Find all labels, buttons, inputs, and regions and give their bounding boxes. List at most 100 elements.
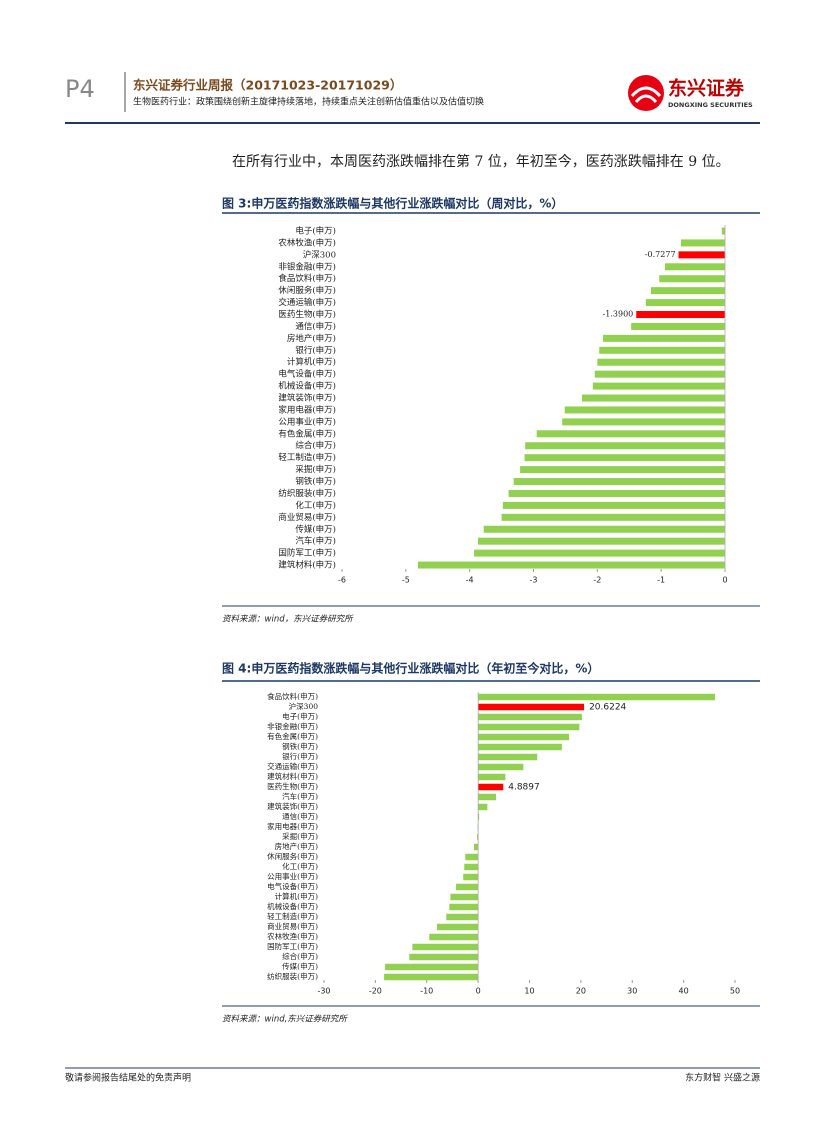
bar — [478, 773, 506, 781]
y-tick-label: 农林牧渔(申万) — [278, 237, 336, 248]
y-tick-label: 轻工制造(申万) — [267, 911, 318, 921]
bar — [524, 454, 725, 462]
y-tick-label: 建筑材料(申万) — [278, 560, 336, 571]
data-label: -1.3900 — [603, 310, 634, 319]
bar — [582, 394, 725, 402]
bar — [478, 733, 570, 741]
bar — [513, 478, 725, 486]
y-tick-label: 通信(申万) — [295, 321, 336, 332]
y-tick-label: 家用电器(申万) — [278, 404, 336, 415]
bar — [478, 813, 480, 821]
y-tick-label: 沪深300 — [303, 249, 336, 260]
y-tick-label: 传媒(申万) — [282, 961, 318, 971]
y-tick-label: 机械设备(申万) — [278, 381, 336, 392]
bar — [478, 743, 562, 751]
bar — [449, 903, 479, 911]
y-tick-label: 沪深300 — [289, 701, 319, 711]
bar — [409, 953, 479, 961]
x-tick-label: -6 — [338, 576, 346, 585]
y-tick-label: 休闲服务(申万) — [267, 851, 318, 861]
chart-title: 图 4:申万医药指数涨跌幅与其他行业涨跌幅对比（年初至今对比，%） — [222, 661, 599, 676]
y-tick-label: 房地产(申万) — [287, 333, 336, 344]
x-tick-label: -3 — [530, 576, 538, 585]
source-note: 资料来源：wind，东兴证券研究所 — [222, 614, 354, 625]
bar — [478, 763, 524, 771]
bar — [650, 287, 725, 295]
y-tick-label: 钢铁(申万) — [295, 476, 336, 487]
bar — [478, 713, 582, 721]
bar — [385, 963, 479, 971]
bar — [412, 943, 479, 951]
y-tick-label: 综合(申万) — [282, 951, 318, 961]
y-tick-label: 房地产(申万) — [275, 841, 318, 851]
bar — [478, 723, 580, 731]
y-tick-label: 计算机(申万) — [287, 357, 336, 368]
bar — [437, 923, 479, 931]
bar — [520, 466, 725, 474]
data-label: -0.7277 — [645, 250, 676, 259]
y-tick-label: 电气设备(申万) — [278, 369, 336, 380]
y-tick-label: 汽车(申万) — [282, 791, 318, 801]
y-tick-label: 非银金融(申万) — [278, 261, 336, 272]
bar — [536, 430, 725, 438]
y-tick-label: 国防军工(申万) — [267, 941, 318, 951]
bar — [594, 370, 725, 378]
bar — [636, 311, 725, 319]
y-tick-label: 医药生物(申万) — [267, 781, 318, 791]
y-tick-label: 电气设备(申万) — [267, 881, 318, 891]
y-tick-label: 银行(申万) — [295, 345, 336, 356]
logo-subtext: DONGXING SECURITIES — [668, 101, 753, 109]
chart-title: 图 3:申万医药指数涨跌幅与其他行业涨跌幅对比（周对比，%） — [222, 196, 563, 211]
page-number: P4 — [65, 75, 95, 103]
y-tick-label: 电子(申万) — [295, 226, 336, 237]
y-tick-label: 采掘(申万) — [282, 831, 318, 841]
bar — [680, 239, 725, 247]
report-subtitle: 生物医药行业：政策围绕创新主旋律持续落地，持续重点关注创新估值重估以及估值切换 — [133, 96, 484, 108]
bar — [501, 513, 725, 521]
bar — [456, 883, 479, 891]
y-tick-label: 计算机(申万) — [275, 891, 318, 901]
y-tick-label: 钢铁(申万) — [282, 741, 318, 751]
y-tick-label: 食品饮料(申万) — [267, 691, 318, 701]
y-tick-label: 通信(申万) — [282, 811, 318, 821]
y-tick-label: 食品饮料(申万) — [278, 273, 336, 284]
bar — [450, 893, 479, 901]
y-tick-label: 商业贸易(申万) — [267, 921, 318, 931]
x-tick-label: 0 — [476, 987, 481, 996]
bar — [477, 537, 725, 545]
bar — [478, 753, 538, 761]
bar — [592, 382, 725, 390]
bar — [721, 227, 725, 235]
footer-left: 敬请参阅报告结尾处的免责声明 — [65, 1072, 191, 1084]
bar — [678, 251, 725, 259]
y-tick-label: 建筑装饰(申万) — [267, 801, 318, 811]
y-tick-label: 家用电器(申万) — [267, 821, 318, 831]
footer-right: 东方财智 兴盛之源 — [685, 1072, 760, 1084]
y-tick-label: 有色金属(申万) — [267, 731, 318, 741]
logo-mark-lines — [630, 86, 662, 104]
x-tick-label: -2 — [593, 576, 601, 585]
bar — [599, 346, 725, 354]
bar — [478, 803, 488, 811]
y-tick-label: 农林牧渔(申万) — [267, 931, 318, 941]
y-tick-label: 国防军工(申万) — [278, 548, 336, 559]
y-tick-label: 医药生物(申万) — [278, 309, 336, 320]
bar — [478, 693, 715, 701]
bar — [664, 263, 725, 271]
bar — [474, 549, 725, 557]
y-tick-label: 电子(申万) — [282, 711, 318, 721]
y-tick-label: 采掘(申万) — [295, 464, 336, 475]
report-title: 东兴证券行业周报（20171023-20171029） — [133, 78, 402, 93]
y-tick-label: 公用事业(申万) — [278, 416, 336, 427]
bar — [384, 973, 479, 981]
x-tick-label: -10 — [420, 987, 433, 996]
intro-text: 在所有行业中，本周医药涨跌幅排在第 7 位，年初至今，医药涨跌幅排在 9 位。 — [232, 153, 730, 170]
bar — [446, 913, 479, 921]
logo: 东兴证券 DONGXING SECURITIES — [628, 75, 753, 111]
bar — [525, 442, 725, 450]
x-tick-label: -1 — [657, 576, 665, 585]
y-tick-label: 建筑材料(申万) — [267, 771, 318, 781]
y-tick-label: 轻工制造(申万) — [278, 452, 336, 463]
